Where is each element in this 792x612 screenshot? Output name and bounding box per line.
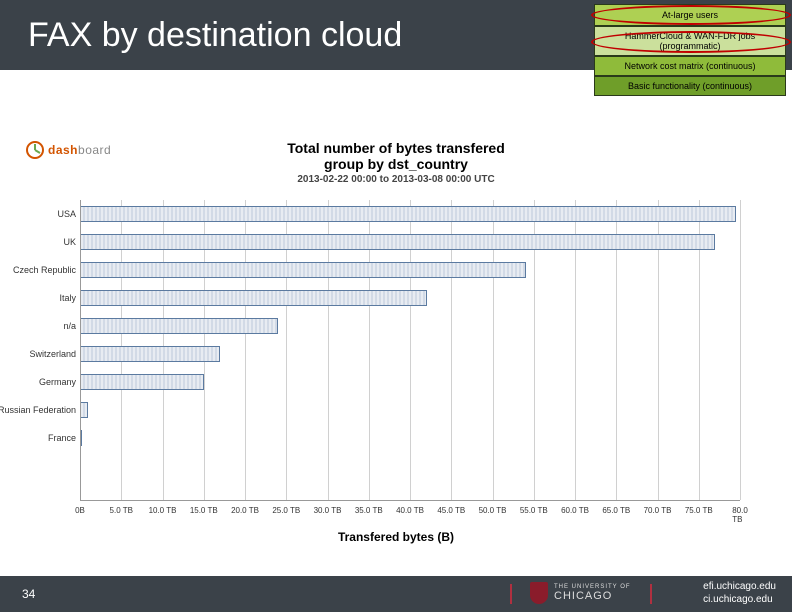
footer-url-1: efi.uchicago.edu xyxy=(703,580,776,593)
x-tick-label: 20.0 TB xyxy=(231,506,259,515)
bar xyxy=(80,290,427,306)
y-axis-label: Russian Federation xyxy=(0,405,76,415)
y-axis xyxy=(80,200,81,500)
x-axis xyxy=(80,500,740,501)
bar xyxy=(80,318,278,334)
footer-bar: 34 THE UNIVERSITY OF CHICAGO efi.uchicag… xyxy=(0,576,792,612)
x-tick-label: 35.0 TB xyxy=(355,506,383,515)
stack-box-0: At-large users xyxy=(594,4,786,26)
y-axis-label: Italy xyxy=(0,293,76,303)
highlight-ellipse xyxy=(591,5,791,25)
footer-url-2: ci.uchicago.edu xyxy=(703,593,776,606)
highlight-ellipse xyxy=(591,31,791,53)
slide-number: 34 xyxy=(22,587,35,601)
y-axis-label: Germany xyxy=(0,377,76,387)
x-tick-label: 5.0 TB xyxy=(110,506,133,515)
x-tick-label: 0B xyxy=(75,506,85,515)
y-axis-label: n/a xyxy=(0,321,76,331)
legend-stack: At-large usersHammerCloud & WAN-FDR jobs… xyxy=(594,0,786,96)
x-tick-label: 60.0 TB xyxy=(561,506,589,515)
footer-accent xyxy=(510,584,512,604)
gridline xyxy=(740,200,741,500)
x-tick-label: 10.0 TB xyxy=(149,506,177,515)
bar xyxy=(80,262,526,278)
x-tick-label: 55.0 TB xyxy=(520,506,548,515)
y-axis-label: France xyxy=(0,433,76,443)
bar xyxy=(80,374,204,390)
chart-plot-area: 0B5.0 TB10.0 TB15.0 TB20.0 TB25.0 TB30.0… xyxy=(80,200,740,500)
x-tick-label: 25.0 TB xyxy=(272,506,300,515)
slide: FAX by destination cloud At-large usersH… xyxy=(0,0,792,612)
x-tick-label: 75.0 TB xyxy=(685,506,713,515)
x-tick-label: 65.0 TB xyxy=(602,506,630,515)
stack-box-3: Basic functionality (continuous) xyxy=(594,76,786,96)
stack-box-1: HammerCloud & WAN-FDR jobs (programmatic… xyxy=(594,26,786,56)
x-tick-label: 80.0 TB xyxy=(732,506,748,524)
page-title: FAX by destination cloud xyxy=(28,16,402,55)
footer-urls: efi.uchicago.edu ci.uchicago.edu xyxy=(703,580,776,606)
bar xyxy=(80,206,736,222)
bar xyxy=(80,402,88,418)
y-axis-label: Switzerland xyxy=(0,349,76,359)
x-tick-label: 30.0 TB xyxy=(314,506,342,515)
x-tick-label: 70.0 TB xyxy=(644,506,672,515)
chart-title-line1: Total number of bytes transfered xyxy=(0,140,792,156)
x-tick-label: 45.0 TB xyxy=(437,506,465,515)
chart-subtitle: 2013-02-22 00:00 to 2013-03-08 00:00 UTC xyxy=(0,174,792,185)
y-axis-label: UK xyxy=(0,237,76,247)
chart-title-line2: group by dst_country xyxy=(0,156,792,172)
stack-box-2: Network cost matrix (continuous) xyxy=(594,56,786,76)
footer-accent-2 xyxy=(650,584,652,604)
institution-name: CHICAGO xyxy=(554,590,631,602)
x-tick-label: 50.0 TB xyxy=(479,506,507,515)
institution-badge: THE UNIVERSITY OF CHICAGO xyxy=(530,582,631,604)
y-axis-label: Czech Republic xyxy=(0,265,76,275)
shield-icon xyxy=(530,582,548,604)
y-axis-label: USA xyxy=(0,209,76,219)
x-axis-title: Transfered bytes (B) xyxy=(0,530,792,544)
bar xyxy=(80,346,220,362)
x-tick-label: 15.0 TB xyxy=(190,506,218,515)
bar xyxy=(80,234,715,250)
x-tick-label: 40.0 TB xyxy=(396,506,424,515)
